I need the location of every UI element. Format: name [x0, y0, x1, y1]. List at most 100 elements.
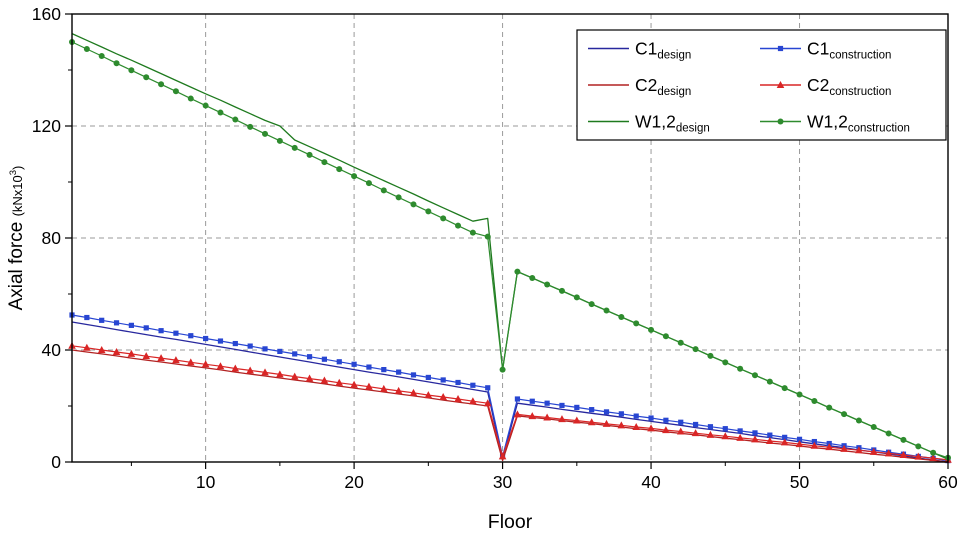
data-point-marker-W12_construction [930, 449, 937, 456]
data-point-marker-W12_construction [410, 201, 417, 208]
data-point-marker-C2_construction [112, 347, 121, 355]
data-point-marker-W12_construction [158, 81, 165, 88]
data-point-marker-C1_construction [99, 317, 105, 323]
data-point-marker-C2_construction [201, 360, 210, 368]
data-point-marker-C1_construction [633, 413, 639, 419]
data-point-marker-W12_construction [262, 130, 269, 137]
data-point-marker-C1_construction [603, 409, 610, 415]
x-tick-label: 50 [790, 472, 810, 492]
data-point-marker-W12_construction [321, 159, 328, 166]
legend-label-C1_design: C1design [635, 39, 691, 62]
data-point-marker-C1_construction [574, 404, 580, 410]
legend-item-C1_construction: C1construction [760, 39, 891, 62]
data-point-marker-C1_construction [262, 346, 268, 352]
data-point-marker-W12_construction [811, 397, 818, 404]
data-point-marker-C1_construction [692, 421, 699, 428]
legend-label-W12_design: W1,2design [635, 112, 710, 135]
data-point-marker-W12_construction [187, 95, 194, 102]
data-point-marker-C2_construction [810, 441, 819, 449]
data-point-marker-W12_construction [722, 359, 729, 366]
data-point-marker-C1_construction [306, 354, 313, 360]
data-point-marker-C2_construction [335, 378, 344, 386]
data-point-marker-W12_construction [677, 339, 684, 346]
legend-item-C2_design: C2design [588, 75, 691, 98]
data-point-marker-W12_construction [633, 320, 640, 327]
data-point-marker-C2_construction [840, 444, 848, 452]
data-point-marker-W12_construction [529, 275, 536, 282]
data-point-marker-W12_construction [841, 411, 848, 418]
data-point-marker-W12_construction [455, 222, 462, 229]
data-point-marker-C1_construction [811, 438, 817, 445]
data-point-marker-C1_construction [321, 356, 328, 362]
data-point-marker-C2_construction [142, 352, 151, 360]
x-tick-label: 30 [493, 472, 513, 492]
data-point-marker-W12_construction [900, 436, 907, 443]
data-point-marker-C1_construction [217, 338, 224, 344]
data-point-marker-W12_construction [484, 233, 491, 240]
data-point-marker-C2_construction [394, 386, 403, 394]
data-point-marker-C1_construction [425, 374, 431, 381]
data-point-marker-C1_construction [663, 417, 669, 423]
data-point-marker-C1_construction [796, 436, 803, 442]
legend-label-W12_construction: W1,2construction [807, 112, 910, 135]
data-point-marker-C2_construction [186, 358, 195, 366]
data-point-marker-C2_construction [543, 413, 551, 421]
data-point-marker-W12_construction [365, 180, 372, 187]
data-point-marker-C1_construction [514, 396, 521, 402]
data-point-marker-W12_construction [692, 346, 699, 353]
data-point-marker-C1_construction [589, 407, 595, 413]
data-point-marker-W12_construction [588, 301, 595, 308]
data-point-marker-C2_construction [469, 397, 477, 405]
data-point-marker-C1_construction [722, 426, 728, 432]
data-point-marker-C2_construction [290, 372, 299, 380]
axis-ticks: 10 20 30 40 50 60 0 40 80 120 160 [32, 4, 958, 492]
data-point-marker-C1_construction [143, 325, 149, 331]
data-point-marker-W12_construction [737, 365, 744, 372]
data-point-marker-C2_construction [721, 432, 730, 440]
data-point-marker-C2_construction [736, 433, 744, 441]
data-point-marker-C2_construction [261, 368, 269, 376]
series-C1_construction [69, 312, 951, 464]
data-point-marker-W12_construction [440, 215, 447, 222]
data-point-marker-W12_construction [499, 366, 506, 373]
data-point-marker-C2_construction [617, 421, 626, 429]
data-point-marker-C2_construction [929, 454, 937, 462]
data-point-marker-C1_construction [455, 379, 461, 386]
data-point-marker-C1_construction [678, 419, 684, 425]
data-point-marker-C2_construction [127, 349, 136, 357]
data-point-marker-C2_construction [602, 419, 611, 427]
data-point-marker-W12_construction [291, 144, 298, 151]
data-point-marker-C2_construction [751, 435, 759, 443]
data-point-marker-C2_construction [365, 382, 373, 390]
data-point-marker-C1_construction [128, 322, 134, 328]
data-point-marker-W12_construction [306, 151, 313, 158]
data-point-marker-C2_construction [884, 449, 893, 457]
data-point-marker-C1_construction [277, 348, 283, 354]
data-point-marker-W12_construction [573, 294, 580, 301]
legend-marker-sample-C2_construction [776, 81, 785, 88]
data-point-marker-W12_construction [425, 208, 432, 215]
data-point-marker-W12_construction [276, 137, 283, 144]
data-point-marker-W12_construction [83, 46, 90, 52]
data-point-marker-W12_construction [172, 88, 179, 95]
data-point-marker-W12_construction [143, 74, 150, 81]
data-point-marker-C2_construction [869, 447, 878, 455]
data-point-marker-W12_construction [915, 443, 922, 450]
data-point-marker-C1_construction [84, 314, 90, 321]
data-point-marker-C2_construction [97, 346, 106, 353]
data-point-marker-W12_construction [558, 287, 565, 294]
data-point-marker-C1_construction [470, 382, 476, 388]
data-point-marker-C2_construction [83, 343, 91, 351]
data-point-marker-W12_construction [98, 53, 105, 59]
data-point-marker-C2_construction [409, 388, 418, 396]
data-point-marker-C2_construction [231, 364, 240, 372]
data-point-marker-C1_construction [752, 430, 758, 436]
data-point-marker-C1_construction [618, 411, 624, 417]
data-point-marker-C2_construction [483, 399, 492, 407]
data-point-marker-C2_construction [305, 374, 314, 382]
legend-item-C1_design: C1design [588, 39, 691, 62]
data-point-marker-C2_construction [528, 412, 537, 420]
data-point-marker-C1_construction [410, 372, 417, 378]
data-point-marker-C2_construction [454, 395, 462, 402]
data-point-marker-C1_construction [188, 333, 194, 339]
